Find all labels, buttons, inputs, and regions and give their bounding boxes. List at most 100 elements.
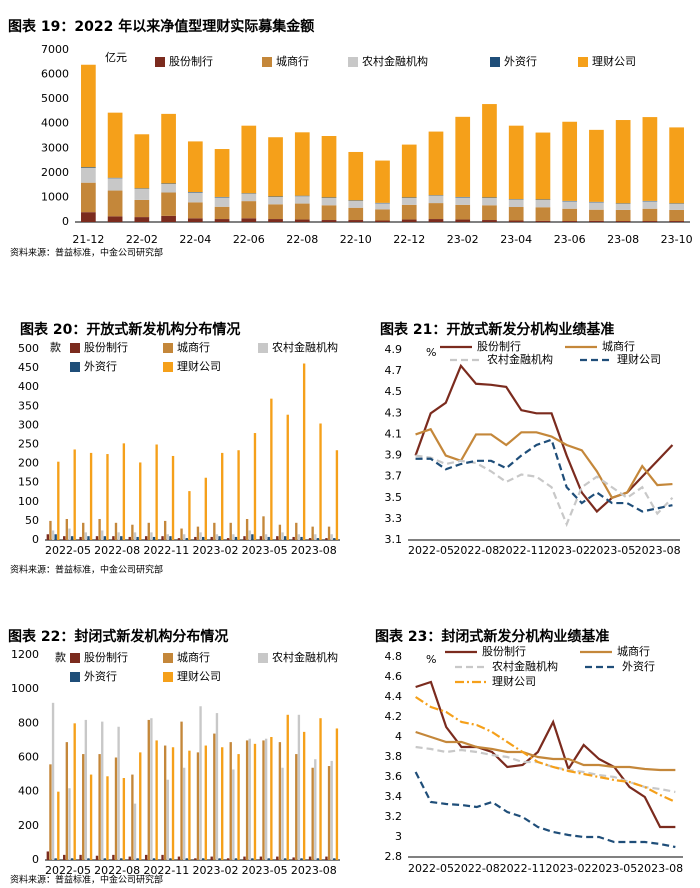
bar-segment bbox=[81, 182, 96, 213]
bar bbox=[128, 856, 131, 860]
bar bbox=[234, 858, 238, 860]
bar-segment bbox=[134, 134, 150, 189]
bar bbox=[70, 536, 74, 540]
bar bbox=[196, 526, 200, 540]
x-tick-label: 23-04 bbox=[500, 233, 532, 246]
bar-segment bbox=[562, 121, 578, 201]
bar bbox=[106, 454, 109, 540]
bar bbox=[253, 433, 257, 540]
bar-segment bbox=[428, 131, 444, 196]
bar bbox=[122, 443, 126, 540]
bar bbox=[79, 854, 82, 860]
legend-label: 股份制行 bbox=[477, 340, 521, 353]
y-tick-label: 150 bbox=[18, 476, 39, 489]
y-tick-label: 500 bbox=[18, 342, 39, 355]
bar bbox=[73, 449, 76, 540]
bar bbox=[133, 532, 137, 540]
bar bbox=[335, 728, 339, 860]
x-tick-label: 2023-05 bbox=[242, 864, 288, 877]
bar bbox=[169, 858, 172, 860]
bar bbox=[161, 536, 164, 540]
x-tick-label: 2023-02 bbox=[193, 544, 239, 557]
bar bbox=[150, 718, 153, 860]
bar-segment bbox=[107, 112, 123, 178]
line-series bbox=[415, 680, 676, 829]
y-tick-label: 400 bbox=[18, 785, 39, 798]
legend-swatch bbox=[163, 653, 173, 663]
bar-segment bbox=[161, 113, 176, 184]
y-tick-label: 3 bbox=[395, 830, 402, 843]
y-tick-label: 7000 bbox=[41, 43, 69, 56]
bar-segment bbox=[268, 137, 283, 197]
bar bbox=[327, 526, 331, 540]
bar-segment bbox=[535, 199, 551, 208]
bar bbox=[302, 731, 306, 860]
bar bbox=[251, 534, 254, 540]
bar bbox=[169, 536, 172, 540]
bar bbox=[333, 538, 336, 540]
bar bbox=[117, 726, 120, 860]
x-tick-label: 2022-11 bbox=[143, 864, 189, 877]
y-tick-label: 1000 bbox=[41, 190, 69, 203]
x-tick-label: 2022-08 bbox=[453, 544, 499, 557]
bar bbox=[73, 723, 76, 860]
bar-segment bbox=[508, 220, 524, 222]
bar bbox=[270, 737, 273, 860]
bar bbox=[87, 536, 90, 540]
bar bbox=[98, 518, 101, 540]
line-series bbox=[415, 730, 676, 772]
x-tick-label: 22-10 bbox=[340, 233, 372, 246]
x-tick-label: 23-08 bbox=[607, 233, 639, 246]
legend-swatch bbox=[163, 672, 173, 682]
legend-label: 农村金融机构 bbox=[362, 54, 428, 68]
y-tick-label: 450 bbox=[18, 361, 39, 374]
bar bbox=[114, 757, 118, 860]
bar bbox=[180, 721, 183, 860]
bar bbox=[120, 536, 123, 540]
bar bbox=[325, 538, 328, 540]
bar-segment bbox=[241, 218, 257, 222]
bar-segment bbox=[214, 197, 230, 207]
x-tick-label: 21-12 bbox=[72, 233, 104, 246]
legend-swatch bbox=[163, 362, 173, 372]
bar bbox=[177, 538, 181, 540]
bar bbox=[243, 856, 246, 860]
x-tick-label: 22-02 bbox=[126, 233, 158, 246]
bar bbox=[199, 706, 202, 860]
bar-segment bbox=[535, 220, 551, 222]
y-tick-label: 4.4 bbox=[385, 690, 403, 703]
bar-segment bbox=[375, 220, 390, 222]
bar bbox=[65, 742, 69, 860]
bar bbox=[335, 450, 339, 540]
bar bbox=[84, 719, 88, 860]
bar bbox=[221, 747, 224, 860]
y-tick-label: 3.7 bbox=[385, 470, 403, 483]
bar bbox=[166, 779, 169, 860]
bar bbox=[297, 534, 301, 540]
bar-segment bbox=[81, 167, 96, 168]
bar bbox=[57, 461, 60, 540]
bar bbox=[251, 858, 254, 860]
bar bbox=[237, 450, 240, 540]
bar-segment bbox=[187, 192, 203, 203]
bar-segment bbox=[508, 125, 524, 200]
bar-segment bbox=[321, 220, 337, 222]
x-tick-label: 2023-08 bbox=[635, 544, 681, 557]
bar bbox=[314, 534, 317, 540]
x-tick-label: 22-06 bbox=[233, 233, 265, 246]
bar bbox=[103, 858, 107, 860]
bar bbox=[316, 858, 320, 860]
legend-swatch bbox=[258, 343, 268, 353]
line-series bbox=[415, 454, 674, 528]
bar-segment bbox=[589, 220, 604, 222]
bar bbox=[276, 856, 279, 860]
bar bbox=[182, 534, 186, 540]
bar bbox=[101, 721, 104, 860]
bar bbox=[204, 745, 207, 860]
bar bbox=[122, 778, 126, 860]
y-tick-label: 2.8 bbox=[385, 850, 403, 863]
legend-swatch bbox=[155, 57, 165, 67]
bar-segment bbox=[615, 203, 631, 210]
bar bbox=[300, 858, 303, 860]
